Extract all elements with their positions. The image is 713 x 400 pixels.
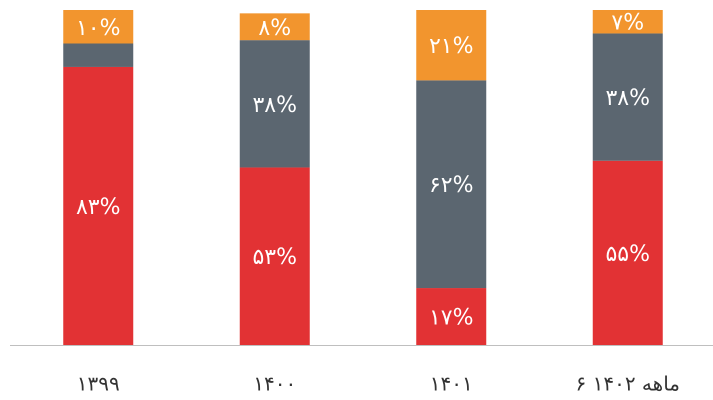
value-label: ۳۸% [252,93,297,118]
bar-segment [239,40,310,168]
value-label: ۳۸% [605,86,650,111]
bar-segment [592,33,663,161]
bar-segment [239,13,310,41]
value-label: ۵۵% [605,242,650,267]
x-tick-label: ۶ ماهه ۱۴۰۲ [575,372,680,396]
value-label: ۲۱% [429,34,474,59]
x-tick-label: ۱۴۰۰ [253,372,296,396]
bar-segment [416,288,487,345]
value-label: ۸۳% [76,195,121,220]
bar-segment [63,43,134,67]
value-label: ۱۰% [76,16,121,41]
value-label: ۵۳% [252,245,297,270]
bar-segment [63,66,134,345]
bar-segment [592,160,663,345]
x-tick-label: ۱۳۹۹ [77,372,120,396]
bar-segment [63,10,134,44]
bar-segment [416,80,487,289]
bar-segment [592,10,663,34]
bar-segment [239,167,310,345]
value-label: ۱۷% [429,306,474,331]
value-label: ۶۲% [429,173,474,198]
value-label: ۸% [258,16,291,41]
value-label: ۷% [611,11,644,36]
x-tick-label: ۱۴۰۱ [430,372,473,396]
bar-segment [416,10,487,81]
